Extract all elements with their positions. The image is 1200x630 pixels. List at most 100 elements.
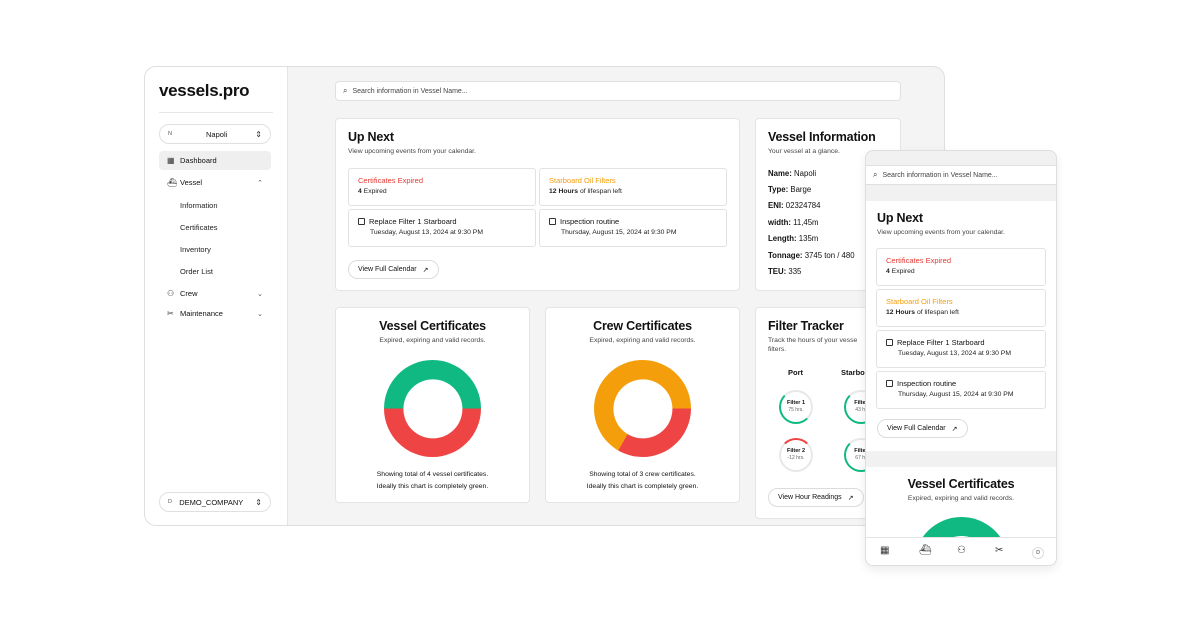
arrow-up-right-icon: ↗ (847, 494, 854, 502)
mobile-vessel-certificates-section: Vessel Certificates Expired, expiring an… (866, 467, 1056, 547)
chart-summary: Showing total of 3 crew certificates. (589, 471, 696, 478)
event-date: Tuesday, August 13, 2024 at 9:30 PM (370, 229, 483, 236)
event-detail: 12 Hours of lifespan left (886, 309, 959, 316)
column-starboard: Starbo (841, 368, 865, 377)
event-title: Replace Filter 1 Starboard (886, 338, 1036, 347)
tools-icon: ✂ (167, 309, 174, 318)
mobile-window: ⌕ Search information in Vessel Name... U… (865, 150, 1057, 566)
tools-icon[interactable]: ✂ (995, 545, 1004, 556)
table-icon: ▦ (167, 156, 175, 165)
arrow-up-right-icon: ↗ (951, 425, 958, 433)
mobile-up-next-section: Up Next View upcoming events from your c… (866, 201, 1056, 451)
sidebar-subitem-order-list[interactable]: Order List (180, 267, 213, 276)
filter-ring[interactable]: Filter 2 -12 hrs. (779, 438, 813, 472)
event-title: Certificates Expired (358, 176, 424, 185)
sidebar-subitem-inventory[interactable]: Inventory (180, 245, 211, 254)
filter-hours: -12 hrs. (787, 455, 805, 461)
users-icon: ⚇ (167, 289, 175, 298)
search-placeholder: Search information in Vessel Name... (352, 87, 468, 95)
card-subtitle: Expired, expiring and valid records. (589, 337, 696, 344)
event-starboard-oil-filters[interactable]: Starboard Oil Filters 12 Hours of lifesp… (876, 289, 1046, 327)
checkbox[interactable] (886, 380, 893, 387)
vessel-selector-label: Napoli (206, 129, 228, 139)
chevron-updown-icon: ⇕ (255, 129, 262, 139)
sidebar-subitem-information[interactable]: Information (180, 201, 218, 210)
company-selector-label: DEMO_COMPANY (179, 497, 244, 507)
sidebar-item-vessel[interactable]: ⛴ Vessel ⌃ (159, 173, 271, 192)
filter-name: Filter (854, 400, 868, 406)
card-title: Vessel Certificates (907, 477, 1015, 491)
view-full-calendar-button[interactable]: View Full Calendar ↗ (348, 260, 439, 279)
info-row-name: Name: Napoli (768, 169, 817, 178)
event-title: Starboard Oil Filters (886, 297, 953, 306)
event-detail: 12 Hours of lifespan left (549, 188, 622, 195)
chevron-updown-icon: ⇕ (255, 497, 262, 507)
vessel-selector[interactable]: N Napoli ⇕ (159, 124, 271, 144)
sidebar-item-maintenance[interactable]: ✂ Maintenance ⌄ (159, 304, 271, 323)
info-row-length: Length: 135m (768, 234, 819, 243)
desktop-window: vessels.pro N Napoli ⇕ ▦ Dashboard ⛴ Ves… (144, 66, 945, 526)
divider (159, 112, 273, 113)
sidebar-item-label: Vessel (180, 178, 203, 187)
event-date: Thursday, August 15, 2024 at 9:30 PM (561, 229, 677, 236)
vessel-certificates-card: Vessel Certificates Expired, expiring an… (335, 307, 530, 503)
users-icon[interactable]: ⚇ (957, 545, 966, 556)
up-next-card: Up Next View upcoming events from your c… (335, 118, 740, 291)
search-input[interactable]: ⌕ Search information in Vessel Name... (335, 81, 901, 101)
sidebar-item-dashboard[interactable]: ▦ Dashboard (159, 151, 271, 170)
event-replace-filter[interactable]: Replace Filter 1 Starboard Tuesday, Augu… (348, 209, 536, 247)
event-inspection-routine[interactable]: Inspection routine Thursday, August 15, … (876, 371, 1046, 409)
checkbox[interactable] (549, 218, 556, 225)
card-subtitle: Track the hours of your vesse filters. (768, 337, 858, 353)
info-row-width: width: 11,45m (768, 218, 819, 227)
chart-summary: Showing total of 4 vessel certificates. (376, 471, 489, 478)
event-title: Inspection routine (886, 379, 1036, 388)
event-detail: 4 Expired (358, 188, 387, 195)
card-subtitle: View upcoming events from your calendar. (877, 229, 1005, 236)
table-icon[interactable]: ▦ (880, 545, 890, 556)
filter-name: Filter 2 (786, 448, 806, 454)
crew-certificates-card: Crew Certificates Expired, expiring and … (545, 307, 740, 503)
card-subtitle: Your vessel at a glance. (768, 148, 840, 155)
sidebar-item-label: Maintenance (180, 309, 223, 318)
vessel-initial: N (168, 131, 172, 137)
event-inspection-routine[interactable]: Inspection routine Thursday, August 15, … (539, 209, 727, 247)
vessel-certificates-donut (384, 360, 481, 457)
event-certificates-expired[interactable]: Certificates Expired 4 Expired (348, 168, 536, 206)
avatar[interactable]: D (1032, 547, 1044, 559)
event-date: Thursday, August 15, 2024 at 9:30 PM (898, 391, 1014, 398)
sidebar-subitem-certificates[interactable]: Certificates (180, 223, 218, 232)
filter-hours: 67 hr (855, 455, 867, 461)
checkbox[interactable] (886, 339, 893, 346)
info-row-teu: TEU: 335 (768, 267, 802, 276)
card-subtitle: Expired, expiring and valid records. (379, 337, 486, 344)
filter-hours: 43 hr (855, 407, 867, 413)
ship-icon: ⛴ (167, 178, 178, 187)
card-subtitle: View upcoming events from your calendar. (348, 148, 476, 155)
search-icon: ⌕ (343, 86, 348, 95)
event-replace-filter[interactable]: Replace Filter 1 Starboard Tuesday, Augu… (876, 330, 1046, 368)
company-selector[interactable]: D DEMO_COMPANY ⇕ (159, 492, 271, 512)
event-starboard-oil-filters[interactable]: Starboard Oil Filters 12 Hours of lifesp… (539, 168, 727, 206)
search-placeholder: Search information in Vessel Name... (882, 171, 998, 179)
sidebar-item-crew[interactable]: ⚇ Crew ⌄ (159, 284, 271, 303)
card-title: Up Next (348, 130, 394, 144)
chart-note: Ideally this chart is completely green. (586, 483, 699, 490)
company-initial: D (168, 499, 172, 505)
info-row-eni: ENI: 02324784 (768, 201, 821, 210)
view-hour-readings-button[interactable]: View Hour Readings ↗ (768, 488, 864, 507)
chevron-up-icon: ⌃ (257, 179, 263, 187)
event-title: Starboard Oil Filters (549, 176, 616, 185)
chevron-down-icon: ⌄ (257, 290, 263, 298)
card-title: Vessel Information (768, 130, 876, 144)
arrow-up-right-icon: ↗ (422, 266, 429, 274)
search-input[interactable]: ⌕ Search information in Vessel Name... (866, 165, 1056, 185)
card-subtitle: Expired, expiring and valid records. (907, 495, 1015, 502)
filter-hours: 75 hrs. (788, 407, 804, 413)
crew-certificates-donut (594, 360, 691, 457)
view-full-calendar-button[interactable]: View Full Calendar ↗ (877, 419, 968, 438)
ship-icon[interactable]: ⛴ (919, 545, 932, 556)
event-certificates-expired[interactable]: Certificates Expired 4 Expired (876, 248, 1046, 286)
checkbox[interactable] (358, 218, 365, 225)
filter-ring[interactable]: Filter 1 75 hrs. (779, 390, 813, 424)
